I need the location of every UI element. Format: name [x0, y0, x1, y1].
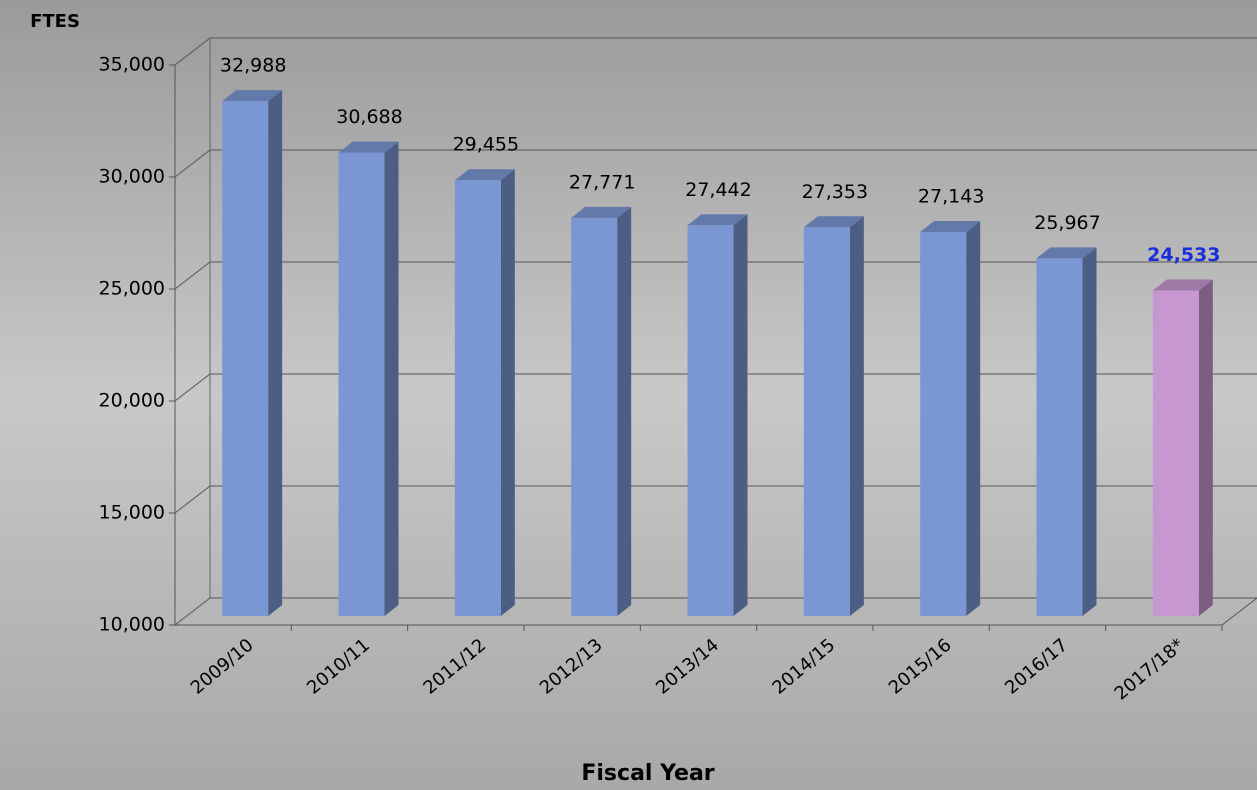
bar-side — [617, 206, 632, 616]
x-axis-label: Fiscal Year — [581, 761, 714, 786]
bar-side — [1082, 247, 1097, 616]
bar — [454, 180, 501, 616]
bar — [803, 227, 850, 617]
bar-top — [571, 206, 632, 218]
value-label: 25,967 — [1034, 212, 1100, 234]
value-label: 27,353 — [802, 181, 868, 203]
y-tick-label: 35,000 — [99, 54, 165, 76]
bar — [1036, 258, 1083, 616]
bar-top — [222, 90, 283, 102]
grid-line — [174, 597, 1257, 626]
bar-side — [384, 141, 399, 616]
value-label: 27,771 — [569, 171, 635, 193]
y-tick-label: 25,000 — [99, 278, 165, 300]
value-label: 30,688 — [336, 106, 402, 128]
grid-line — [174, 485, 1257, 514]
bar — [1152, 290, 1199, 616]
bar-top — [1152, 279, 1213, 291]
bar — [222, 101, 269, 617]
bar-side — [733, 214, 748, 616]
bar-top — [454, 169, 515, 181]
grid-line — [174, 373, 1257, 402]
bar-top — [338, 141, 399, 153]
grid-line — [174, 261, 1257, 290]
value-label: 29,455 — [453, 134, 519, 156]
value-label: 27,442 — [685, 179, 751, 201]
bar-top — [920, 220, 981, 232]
bar — [920, 231, 967, 616]
value-label: 32,988 — [220, 55, 286, 77]
grid-line — [174, 37, 1257, 66]
y-tick-label: 15,000 — [99, 502, 165, 524]
y-tick-label: 30,000 — [99, 166, 165, 188]
bar — [338, 152, 385, 616]
bar — [687, 225, 734, 616]
bar-side — [500, 169, 515, 616]
value-label: 27,143 — [918, 185, 984, 207]
bar-side — [966, 220, 981, 616]
bar-side — [1198, 279, 1213, 616]
bar — [571, 217, 618, 616]
grid-line — [174, 149, 1257, 178]
y-axis-label: FTES — [30, 11, 80, 32]
bar-top — [803, 216, 864, 228]
bar-top — [1036, 247, 1097, 259]
y-tick-label: 10,000 — [99, 614, 165, 636]
y-tick-label: 20,000 — [99, 390, 165, 412]
bar-top — [687, 214, 748, 226]
value-label: 24,533 — [1147, 244, 1220, 266]
bar-side — [849, 216, 864, 617]
bar-side — [268, 90, 283, 617]
